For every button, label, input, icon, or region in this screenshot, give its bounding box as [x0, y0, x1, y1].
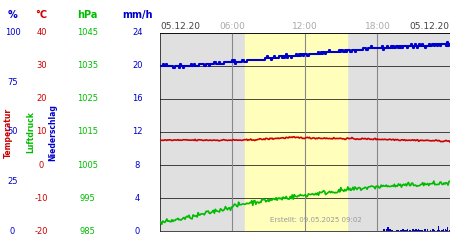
Bar — [390, 230, 392, 231]
Bar — [449, 230, 450, 231]
Text: 40: 40 — [36, 28, 47, 37]
Text: 995: 995 — [80, 194, 95, 202]
Bar — [405, 230, 407, 231]
Text: -10: -10 — [35, 194, 48, 202]
Text: 20: 20 — [132, 61, 143, 70]
Text: 0: 0 — [39, 160, 44, 170]
Bar — [410, 230, 411, 231]
Text: -20: -20 — [35, 227, 48, 236]
Text: 4: 4 — [135, 194, 140, 202]
Text: 1005: 1005 — [77, 160, 98, 170]
Text: 0: 0 — [10, 227, 15, 236]
Bar — [387, 228, 389, 231]
Text: 18:00: 18:00 — [364, 22, 391, 31]
Bar — [416, 229, 417, 231]
Bar — [386, 228, 388, 231]
Text: mm/h: mm/h — [122, 10, 153, 20]
Bar — [441, 230, 442, 231]
Bar — [402, 229, 404, 231]
Bar — [418, 229, 419, 231]
Text: 05.12.20: 05.12.20 — [409, 22, 449, 31]
Bar — [245, 32, 347, 231]
Bar — [414, 229, 416, 231]
Bar — [421, 230, 422, 231]
Bar — [424, 228, 425, 231]
Bar — [420, 230, 421, 231]
Bar — [439, 230, 441, 231]
Bar — [434, 230, 435, 231]
Text: %: % — [8, 10, 18, 20]
Text: 50: 50 — [7, 127, 18, 136]
Text: 16: 16 — [132, 94, 143, 103]
Text: 05.12.20: 05.12.20 — [161, 22, 201, 31]
Bar — [397, 230, 399, 231]
Text: 20: 20 — [36, 94, 47, 103]
Bar — [406, 229, 408, 231]
Text: 985: 985 — [80, 227, 96, 236]
Text: 1045: 1045 — [77, 28, 98, 37]
Text: °C: °C — [36, 10, 47, 20]
Bar — [405, 230, 406, 231]
Bar — [432, 229, 433, 231]
Bar — [383, 229, 385, 231]
Bar — [427, 229, 428, 231]
Bar — [442, 230, 443, 231]
Bar — [393, 230, 395, 231]
Bar — [433, 229, 434, 231]
Bar — [437, 230, 438, 231]
Bar — [430, 230, 431, 231]
Text: Luftdruck: Luftdruck — [26, 112, 35, 154]
Bar — [443, 229, 445, 231]
Bar — [396, 230, 398, 231]
Bar — [409, 230, 410, 231]
Bar — [388, 229, 390, 231]
Bar — [412, 229, 413, 231]
Text: 10: 10 — [36, 127, 47, 136]
Bar — [404, 230, 405, 231]
Text: 8: 8 — [135, 160, 140, 170]
Text: 12: 12 — [132, 127, 143, 136]
Bar — [447, 227, 449, 231]
Bar — [389, 229, 391, 231]
Bar — [445, 230, 446, 231]
Text: 24: 24 — [132, 28, 143, 37]
Bar — [438, 226, 439, 231]
Text: hPa: hPa — [77, 10, 98, 20]
Text: 12:00: 12:00 — [292, 22, 318, 31]
Text: 25: 25 — [7, 177, 18, 186]
Bar — [400, 230, 402, 231]
Text: Temperatur: Temperatur — [4, 108, 13, 158]
Text: 1035: 1035 — [77, 61, 98, 70]
Text: Niederschlag: Niederschlag — [49, 104, 58, 161]
Text: 0: 0 — [135, 227, 140, 236]
Text: Erstellt: 09.05.2025 09:02: Erstellt: 09.05.2025 09:02 — [270, 217, 362, 223]
Bar — [392, 230, 393, 231]
Bar — [414, 230, 415, 231]
Text: 1025: 1025 — [77, 94, 98, 103]
Text: 75: 75 — [7, 78, 18, 87]
Text: 1015: 1015 — [77, 127, 98, 136]
Bar — [413, 229, 414, 231]
Text: 30: 30 — [36, 61, 47, 70]
Bar — [418, 230, 420, 231]
Bar — [446, 230, 447, 231]
Bar — [417, 230, 418, 231]
Text: 100: 100 — [4, 28, 21, 37]
Text: 06:00: 06:00 — [220, 22, 245, 31]
Bar — [422, 230, 423, 231]
Bar — [425, 229, 426, 231]
